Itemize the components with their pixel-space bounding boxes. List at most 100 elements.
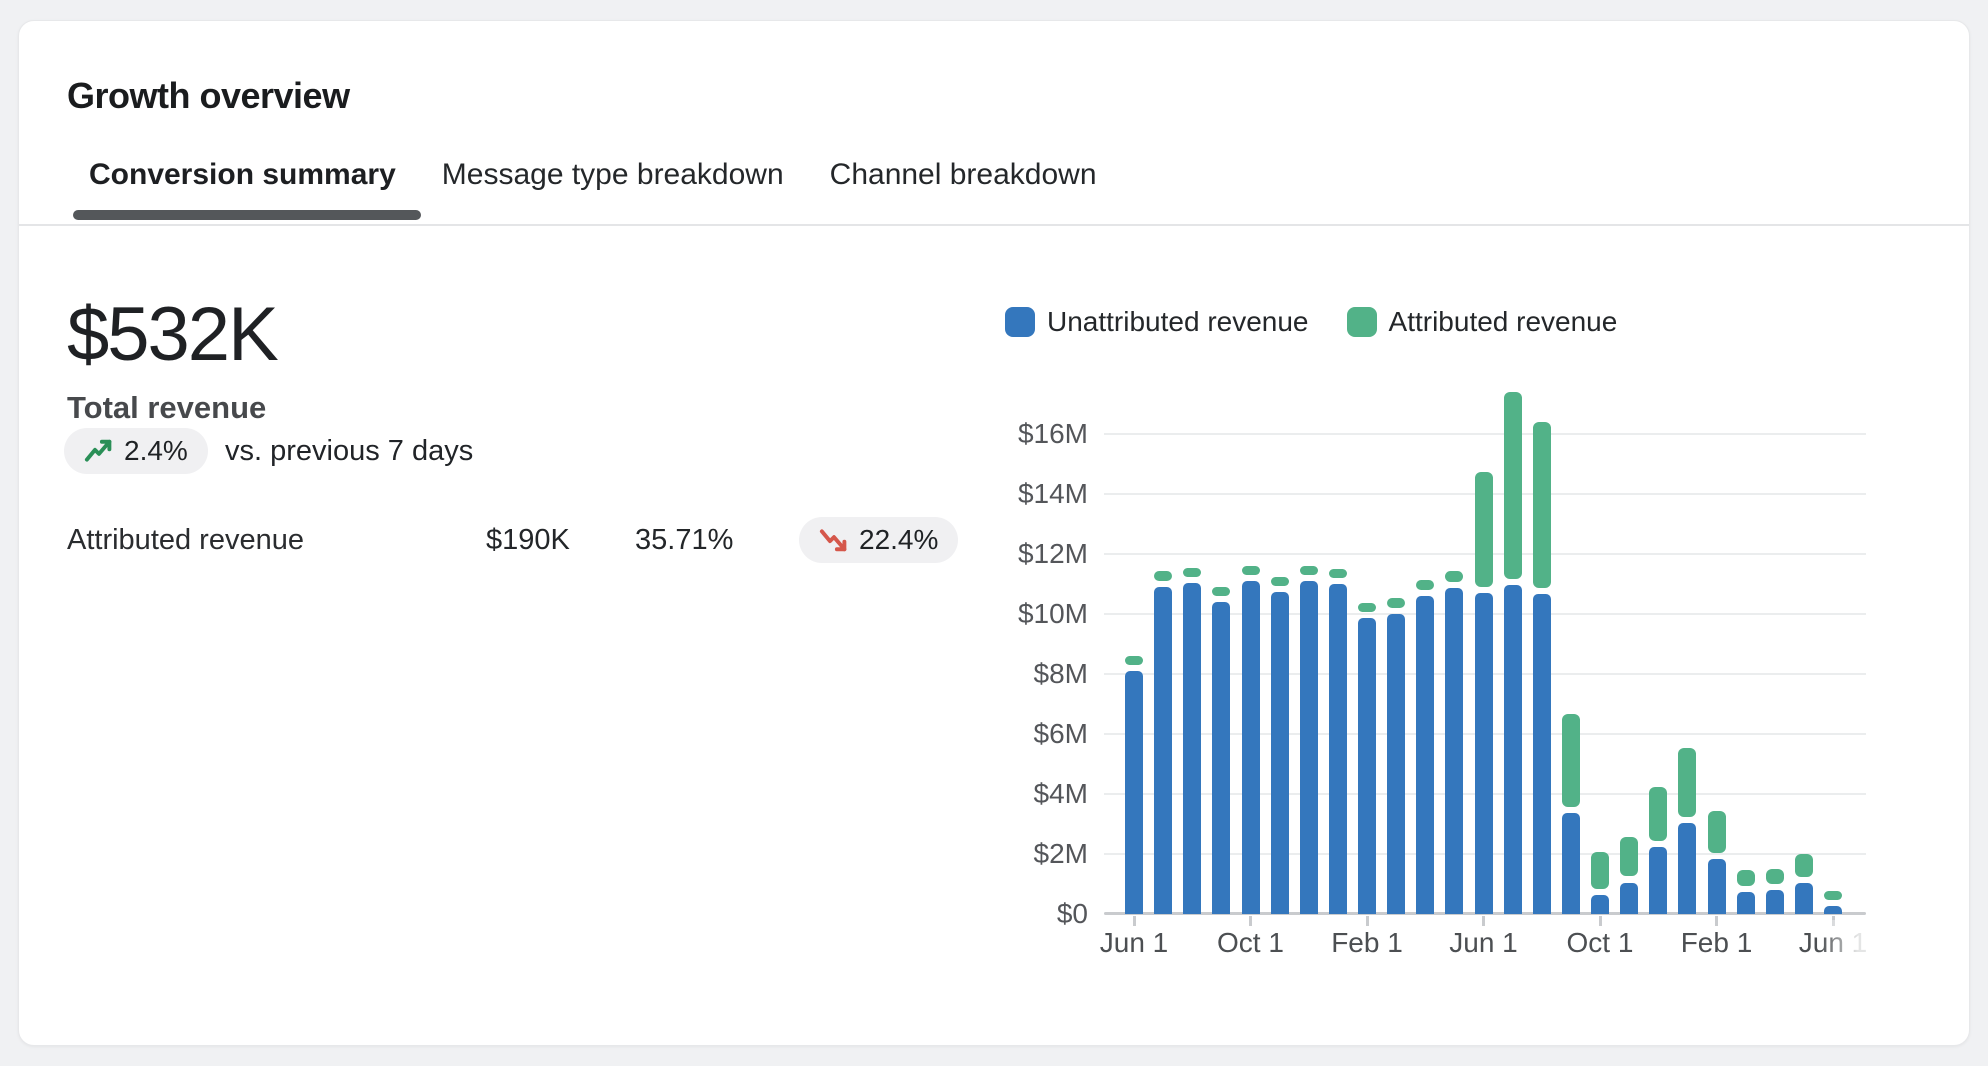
y-axis-label: $4M: [1033, 778, 1088, 809]
x-axis-label: Jun 1: [1449, 927, 1518, 958]
bar-unattributed-segment[interactable]: [1532, 593, 1551, 914]
bar-attributed-segment[interactable]: [1183, 567, 1202, 577]
page-title: Growth overview: [67, 75, 350, 116]
bar-attributed-segment[interactable]: [1503, 392, 1522, 579]
bar-attributed-segment[interactable]: [1591, 851, 1609, 890]
trend-down-value: 22.4%: [859, 524, 939, 555]
tab-message-type-breakdown[interactable]: Message type breakdown: [441, 158, 784, 191]
tab-channel-breakdown[interactable]: Channel breakdown: [829, 158, 1097, 191]
bar-unattributed-segment[interactable]: [1270, 591, 1289, 914]
bar-attributed-segment[interactable]: [1532, 422, 1551, 588]
tab-conversion-summary[interactable]: Conversion summary: [89, 158, 396, 191]
legend-label: Unattributed revenue: [1047, 306, 1309, 337]
bar-attributed-segment[interactable]: [1445, 571, 1464, 582]
bar-attributed-segment[interactable]: [1620, 836, 1639, 877]
total-revenue-value: $532K: [67, 292, 279, 377]
attributed-revenue-percent: 35.71%: [635, 524, 734, 556]
bar-unattributed-segment[interactable]: [1125, 671, 1143, 914]
bar-attributed-segment[interactable]: [1736, 870, 1755, 886]
bar-attributed-segment[interactable]: [1387, 598, 1406, 608]
bar-attributed-segment[interactable]: [1125, 656, 1143, 665]
bar-unattributed-segment[interactable]: [1649, 846, 1668, 914]
bar-unattributed-segment[interactable]: [1736, 891, 1755, 914]
trend-up-badge: 2.4%: [64, 428, 208, 474]
x-axis-tick: [1132, 916, 1136, 926]
trend-down-icon: [819, 529, 847, 552]
bar-attributed-segment[interactable]: [1474, 471, 1493, 587]
total-revenue-label: Total revenue: [67, 390, 267, 425]
y-axis-label: $16M: [1017, 418, 1088, 449]
legend-label: Attributed revenue: [1388, 306, 1618, 337]
x-axis-label: Oct 1: [1217, 927, 1284, 958]
bar-unattributed-segment[interactable]: [1416, 596, 1435, 914]
bar-unattributed-segment[interactable]: [1328, 584, 1347, 914]
x-axis-tick: [1482, 916, 1485, 926]
bar-attributed-segment[interactable]: [1328, 569, 1347, 578]
bar-attributed-segment[interactable]: [1765, 869, 1784, 885]
bar-attributed-segment[interactable]: [1299, 566, 1318, 575]
legend-swatch-icon: [1005, 307, 1035, 337]
chart-legend: Unattributed revenue Attributed revenue: [1005, 307, 1617, 337]
bar-unattributed-segment[interactable]: [1445, 587, 1464, 914]
bar-attributed-segment[interactable]: [1154, 570, 1173, 581]
bar-unattributed-segment[interactable]: [1212, 602, 1231, 914]
bar-unattributed-segment[interactable]: [1241, 581, 1260, 914]
bar-unattributed-segment[interactable]: [1154, 587, 1173, 914]
growth-overview-card: Growth overview Conversion summary Messag…: [18, 20, 1970, 1046]
bar-attributed-segment[interactable]: [1212, 587, 1231, 596]
bar-unattributed-segment[interactable]: [1358, 617, 1376, 914]
x-axis-label: Oct 1: [1566, 927, 1634, 958]
bar-attributed-segment[interactable]: [1678, 747, 1697, 817]
bar-attributed-segment[interactable]: [1241, 566, 1260, 575]
tab-bar: Conversion summary Message type breakdown…: [89, 155, 1097, 195]
header-divider: [19, 224, 1969, 226]
bar-unattributed-segment[interactable]: [1765, 890, 1784, 914]
y-axis-label: $10M: [1017, 598, 1088, 629]
bar-unattributed-segment[interactable]: [1503, 584, 1522, 914]
x-axis-label: Jun 1: [1798, 927, 1868, 958]
x-axis-label: Feb 1: [1680, 927, 1753, 958]
y-axis-label: $12M: [1017, 538, 1088, 569]
legend-item-unattributed: Unattributed revenue: [1005, 307, 1309, 337]
bar-attributed-segment[interactable]: [1270, 576, 1289, 586]
bar-unattributed-segment[interactable]: [1678, 822, 1697, 914]
bar-unattributed-segment[interactable]: [1299, 581, 1318, 914]
trend-up-icon: [84, 439, 112, 462]
comparison-caption: vs. previous 7 days: [225, 435, 474, 467]
bar-attributed-segment[interactable]: [1707, 811, 1726, 853]
legend-item-attributed: Attributed revenue: [1346, 306, 1618, 337]
bar-attributed-segment[interactable]: [1416, 580, 1435, 590]
legend-swatch-icon: [1346, 307, 1377, 337]
bar-unattributed-segment[interactable]: [1474, 593, 1493, 914]
attributed-revenue-label: Attributed revenue: [67, 524, 304, 556]
bar-unattributed-segment[interactable]: [1561, 812, 1580, 914]
x-axis-tick: [1249, 916, 1252, 926]
bar-unattributed-segment[interactable]: [1707, 858, 1726, 914]
y-axis-label: $6M: [1033, 718, 1088, 749]
y-axis-label: $14M: [1017, 478, 1088, 509]
x-axis-label: Feb 1: [1331, 927, 1403, 958]
bar-unattributed-segment[interactable]: [1620, 882, 1639, 914]
trend-up-value: 2.4%: [124, 435, 188, 466]
bar-unattributed-segment[interactable]: [1183, 582, 1202, 914]
revenue-chart[interactable]: $0 $2M $4M $6M $8M $10M $12M $14M $16M Jun 1 Oct 1…: [1018, 384, 1870, 966]
x-axis-tick: [1715, 916, 1718, 926]
x-axis-label: Jun 1: [1099, 927, 1169, 958]
bar-attributed-segment[interactable]: [1824, 890, 1842, 900]
bar-unattributed-segment[interactable]: [1824, 905, 1842, 914]
active-tab-underline: [73, 210, 421, 220]
y-axis-label: $2M: [1033, 838, 1088, 869]
attributed-revenue-value: $190K: [486, 524, 570, 556]
bar-unattributed-segment[interactable]: [1387, 614, 1406, 914]
bar-unattributed-segment[interactable]: [1794, 882, 1813, 914]
y-axis-label: $8M: [1033, 658, 1088, 689]
bar-unattributed-segment[interactable]: [1591, 895, 1609, 914]
x-axis-tick: [1365, 916, 1369, 926]
trend-down-badge: 22.4%: [799, 517, 959, 563]
bar-attributed-segment[interactable]: [1649, 787, 1668, 841]
bar-attributed-segment[interactable]: [1794, 854, 1813, 877]
x-axis-tick: [1598, 916, 1602, 926]
bar-attributed-segment[interactable]: [1561, 713, 1580, 807]
bar-attributed-segment[interactable]: [1358, 602, 1376, 612]
